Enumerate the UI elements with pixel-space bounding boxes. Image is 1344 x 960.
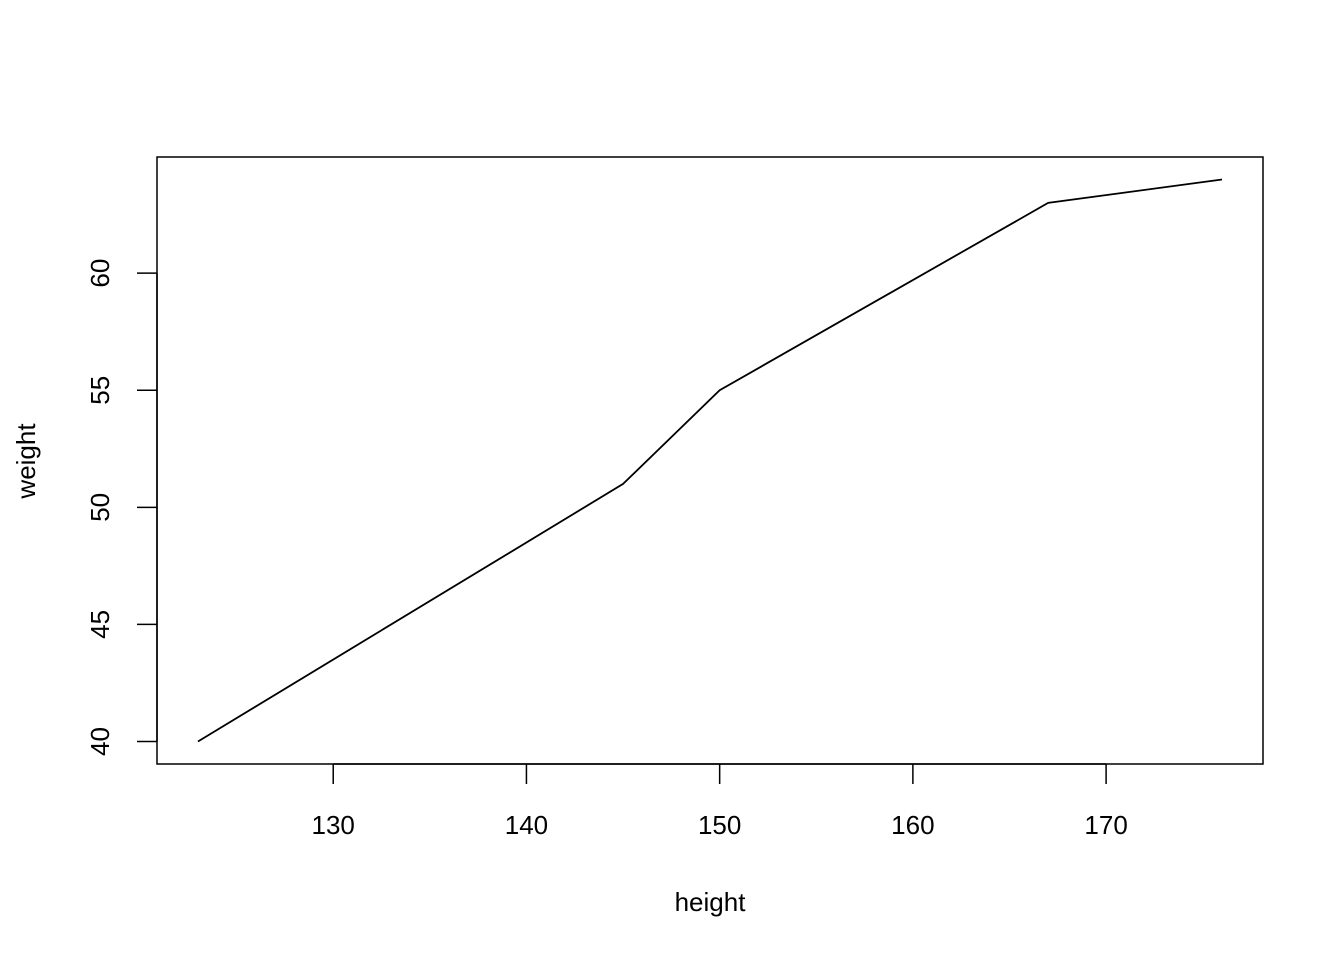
plot-box: [156, 156, 1264, 765]
x-tick-label: 130: [312, 810, 355, 840]
x-axis-label: height: [675, 887, 747, 917]
y-tick-label: 55: [85, 376, 115, 405]
x-tick-label: 160: [891, 810, 934, 840]
x-axis: 130 140 150 160 170: [312, 763, 1128, 840]
x-tick-label: 140: [505, 810, 548, 840]
y-axis-label: weight: [11, 423, 41, 500]
x-tick-label: 170: [1084, 810, 1127, 840]
y-tick-label: 45: [85, 610, 115, 639]
series: [197, 178, 1223, 743]
y-axis: 40 45 50 55 60: [85, 259, 158, 756]
y-tick-label: 60: [85, 259, 115, 288]
y-tick-label: 50: [85, 493, 115, 522]
x-tick-label: 150: [698, 810, 741, 840]
y-tick-label: 40: [85, 727, 115, 756]
series-line: [197, 178, 1223, 743]
